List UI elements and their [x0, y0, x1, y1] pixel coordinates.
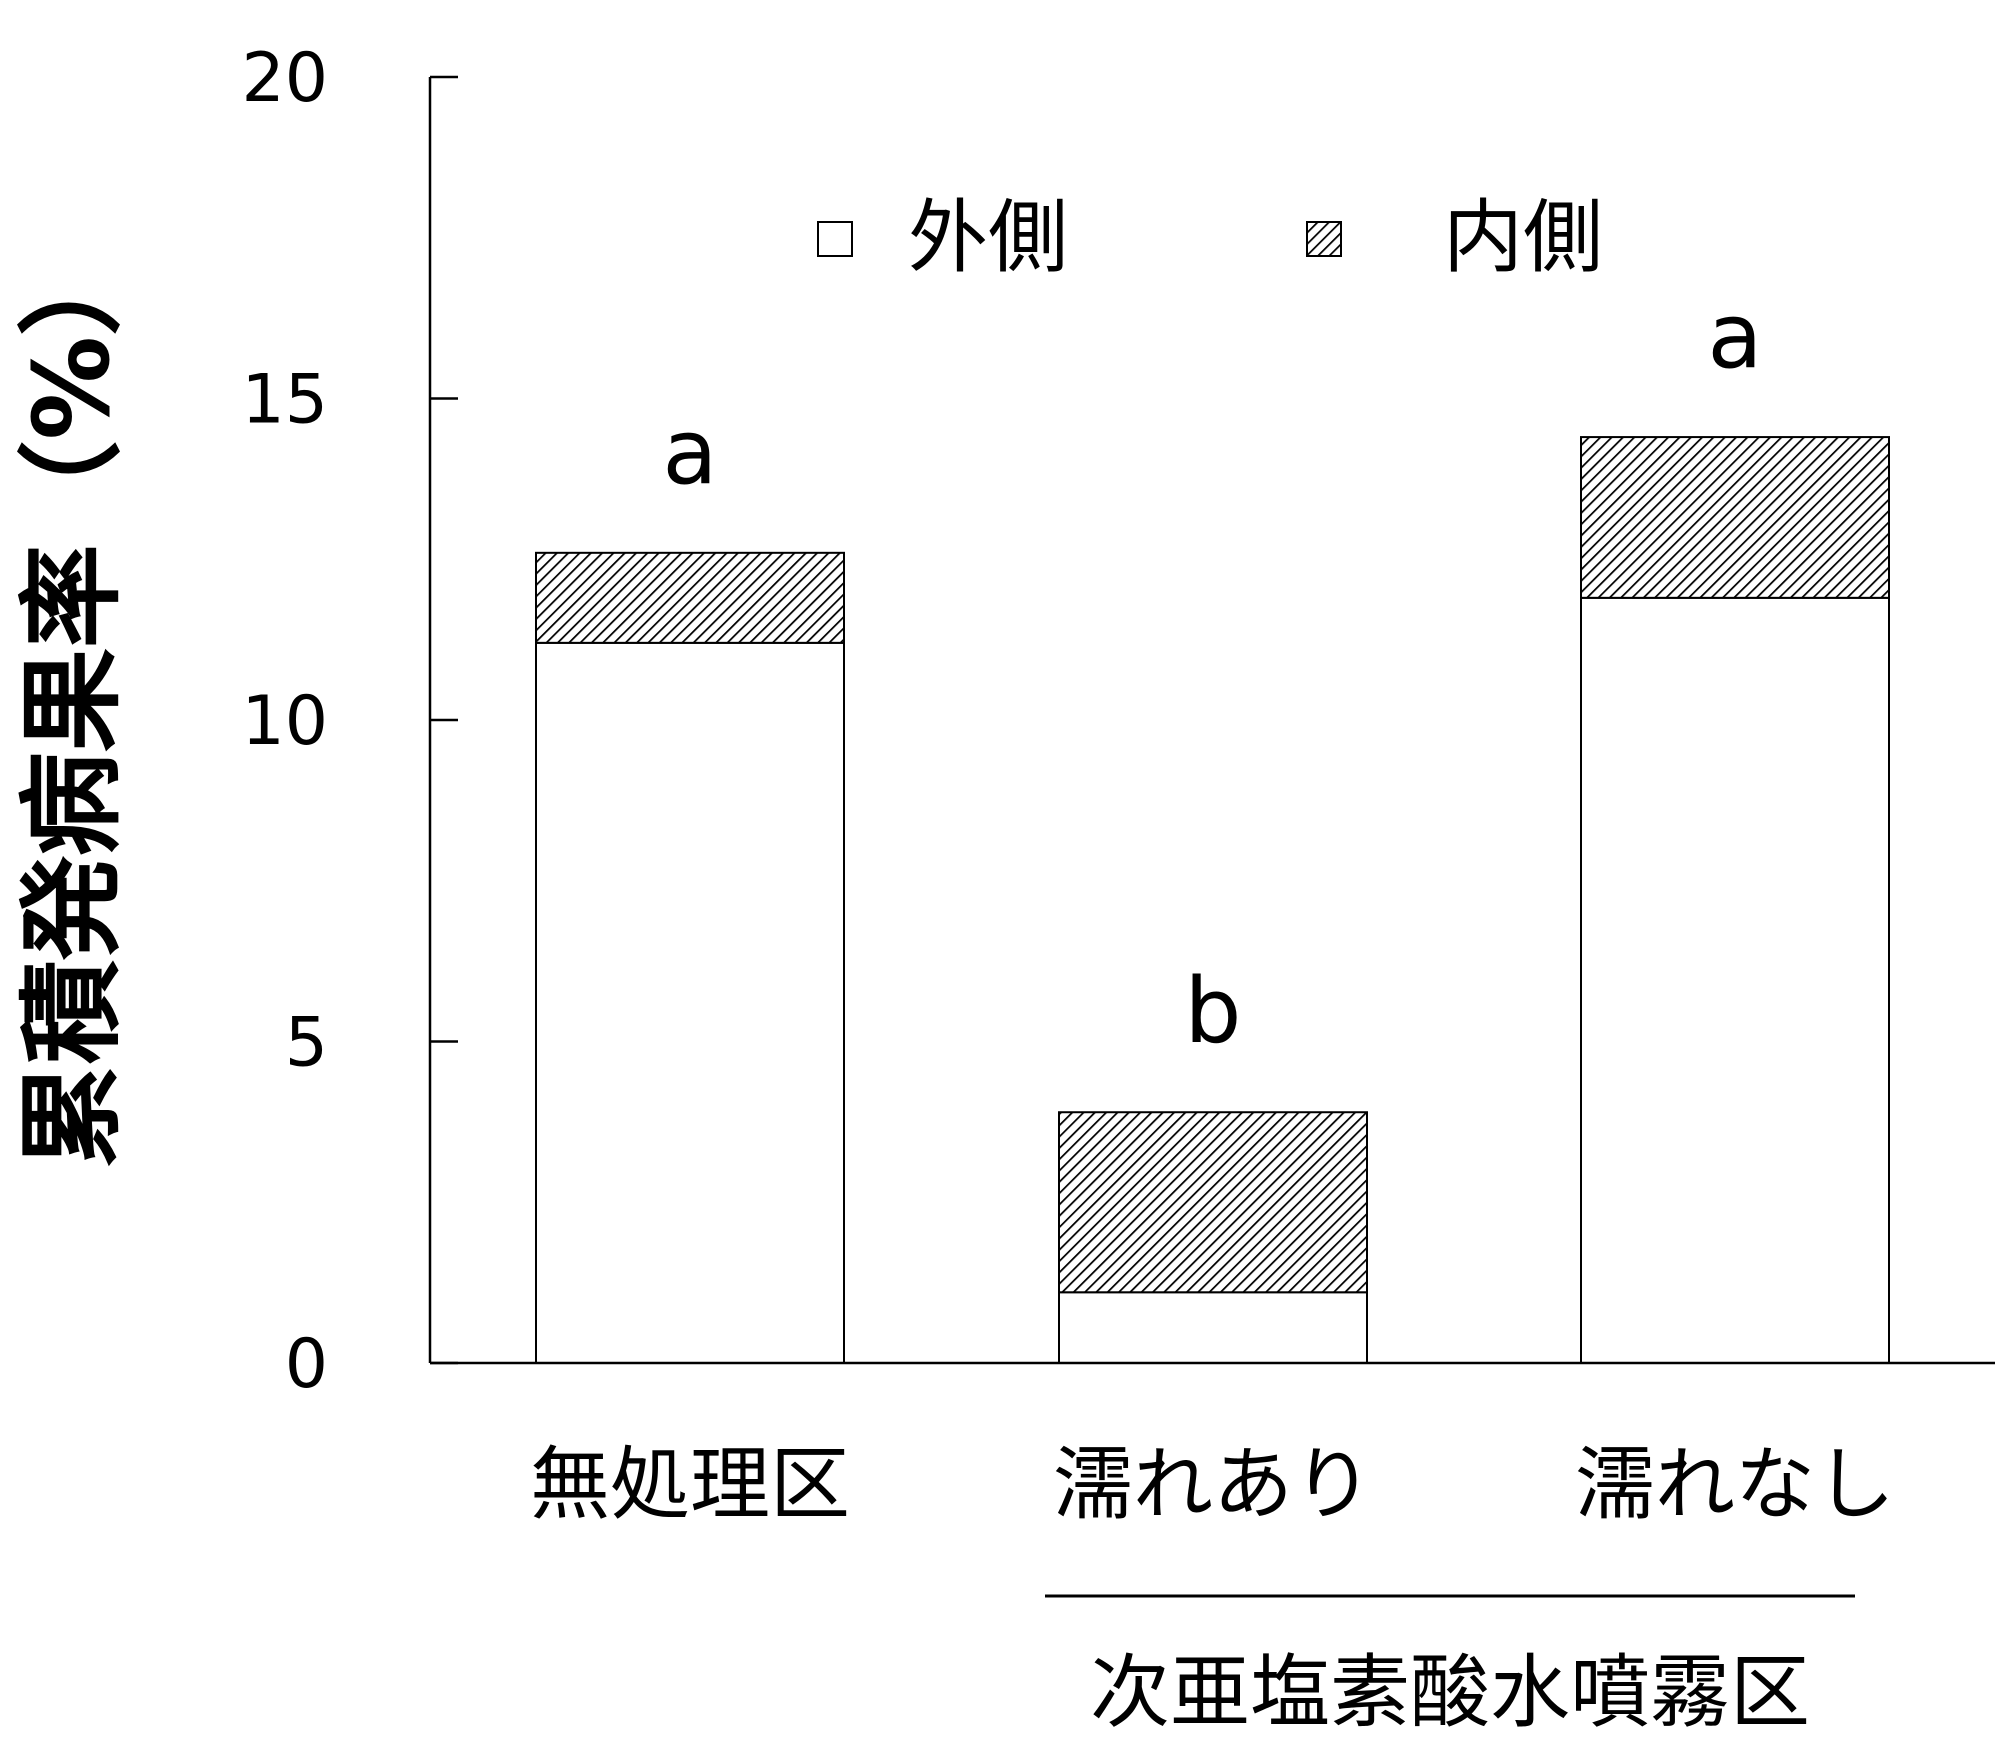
- legend: 外側 内側: [817, 191, 1603, 284]
- bar-inner-0: [535, 551, 845, 644]
- y-tick-label: 15: [241, 361, 328, 440]
- y-tick-label: 0: [285, 1325, 328, 1404]
- y-tick-label: 20: [241, 39, 328, 118]
- significance-letters: a b a: [662, 284, 1762, 1064]
- y-tick-label: 10: [241, 682, 328, 761]
- significance-letter: a: [1707, 284, 1762, 389]
- bar-outer-1: [1058, 1291, 1368, 1365]
- x-category-label: 濡れなし: [1575, 1438, 1895, 1531]
- y-axis: 0 5 10 15 20: [241, 39, 458, 1404]
- x-category-label: 無処理区: [530, 1438, 850, 1531]
- bar-outer-0: [535, 641, 845, 1364]
- y-axis-title: 累積発病果率（%）: [11, 232, 133, 1168]
- legend-label: 外側: [908, 191, 1068, 284]
- x-category-label: 濡れあり: [1053, 1438, 1373, 1531]
- legend-label: 内側: [1443, 191, 1603, 284]
- group-label: 次亜塩素酸水噴霧区: [1090, 1646, 1810, 1739]
- bar-outer-2: [1580, 596, 1890, 1364]
- bar-inner-1: [1058, 1111, 1368, 1294]
- significance-letter: b: [1184, 959, 1241, 1064]
- bars: [535, 436, 1890, 1365]
- legend-swatch: [1306, 221, 1342, 257]
- significance-letter: a: [662, 400, 717, 505]
- bar-inner-2: [1580, 436, 1890, 599]
- legend-swatch: [817, 221, 853, 257]
- y-tick-label: 5: [285, 1004, 328, 1083]
